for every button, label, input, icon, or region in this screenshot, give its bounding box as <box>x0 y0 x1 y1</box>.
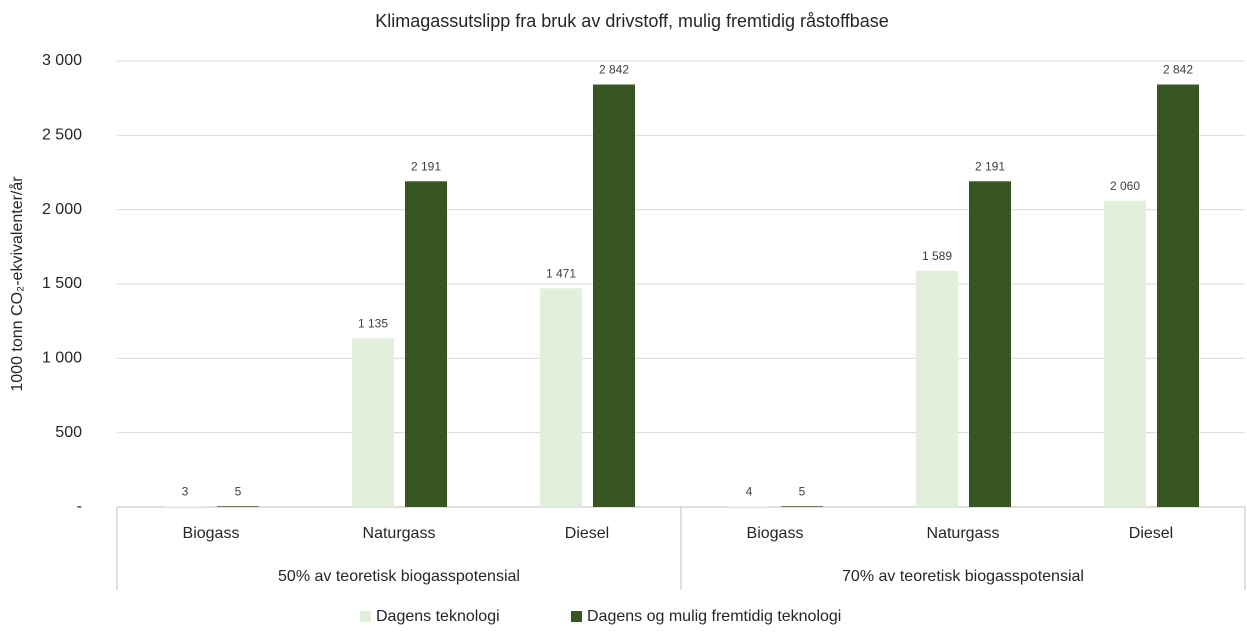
group-label: 70% av teoretisk biogasspotensial <box>842 568 1084 585</box>
chart-title: Klimagassutslipp fra bruk av drivstoff, … <box>375 11 889 31</box>
y-tick-label: - <box>77 498 82 515</box>
y-tick-label: 3 000 <box>42 52 82 69</box>
bar <box>593 84 635 507</box>
bar <box>352 338 394 507</box>
x-tick-label: Biogass <box>183 525 240 542</box>
x-tick-label: Naturgass <box>363 525 436 542</box>
data-label: 5 <box>799 484 806 498</box>
data-label: 5 <box>235 484 242 498</box>
y-axis-label: 1000 tonn CO₂-ekvivalenter/år <box>8 176 26 392</box>
bar <box>1104 201 1146 507</box>
y-tick-label: 2 000 <box>42 201 82 218</box>
legend-swatch <box>571 611 582 622</box>
data-label: 2 191 <box>975 159 1005 173</box>
x-tick-label: Diesel <box>1129 525 1173 542</box>
bar <box>217 506 259 507</box>
x-tick-label: Diesel <box>565 525 609 542</box>
bar <box>728 506 770 507</box>
data-label: 3 <box>182 485 189 499</box>
legend-label: Dagens teknologi <box>376 608 500 625</box>
data-label: 1 471 <box>546 266 576 280</box>
x-tick-label: Biogass <box>747 525 804 542</box>
legend-label: Dagens og mulig fremtidig teknologi <box>587 608 841 625</box>
bar <box>405 181 447 507</box>
bar <box>916 271 958 507</box>
y-tick-label: 500 <box>55 424 82 441</box>
data-label: 2 842 <box>599 63 629 77</box>
bar <box>969 181 1011 507</box>
data-label: 1 589 <box>922 249 952 263</box>
data-label: 2 060 <box>1110 179 1140 193</box>
bar <box>781 506 823 507</box>
data-label: 4 <box>746 485 753 499</box>
legend-swatch <box>360 611 371 622</box>
data-label: 2 191 <box>411 159 441 173</box>
bar <box>1157 84 1199 507</box>
y-tick-label: 2 500 <box>42 127 82 144</box>
y-tick-label: 1 500 <box>42 275 82 292</box>
data-label: 1 135 <box>358 316 388 330</box>
y-tick-label: 1 000 <box>42 350 82 367</box>
bar <box>540 288 582 507</box>
group-label: 50% av teoretisk biogasspotensial <box>278 568 520 585</box>
x-tick-label: Naturgass <box>927 525 1000 542</box>
data-label: 2 842 <box>1163 63 1193 77</box>
